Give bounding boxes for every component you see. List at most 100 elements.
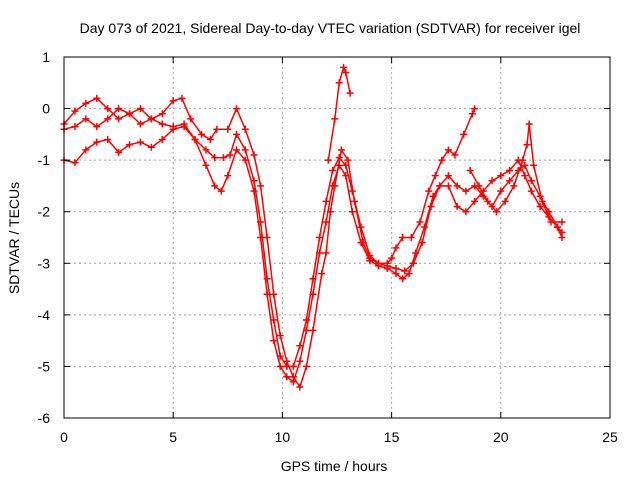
data-point	[191, 136, 199, 144]
data-point	[558, 218, 566, 226]
data-point	[418, 239, 426, 247]
data-point	[82, 146, 90, 154]
data-point	[525, 120, 533, 128]
data-point	[283, 373, 291, 381]
data-point	[224, 172, 232, 180]
data-point	[475, 182, 483, 190]
axis-ticks	[63, 56, 611, 419]
data-point	[178, 94, 186, 102]
data-point	[257, 182, 265, 190]
data-point	[460, 130, 468, 138]
data-point	[392, 264, 400, 272]
x-tick-label: 15	[384, 429, 400, 445]
data-point	[547, 218, 555, 226]
data-point	[538, 197, 546, 205]
data-point	[527, 177, 535, 185]
data-point	[335, 154, 343, 162]
data-point	[521, 161, 529, 169]
data-point	[462, 187, 470, 195]
data-point	[233, 105, 241, 113]
data-point	[276, 362, 284, 370]
data-point	[444, 182, 452, 190]
y-tick-label: -1	[38, 152, 51, 168]
data-point	[270, 316, 278, 324]
y-tick-label: -5	[38, 358, 51, 374]
data-point	[453, 182, 461, 190]
data-point	[276, 352, 284, 360]
data-point	[302, 316, 310, 324]
data-point	[224, 125, 232, 133]
data-point	[407, 234, 415, 241]
data-point	[416, 218, 424, 226]
data-point	[250, 151, 258, 159]
data-point	[115, 148, 123, 156]
plot-frame	[63, 56, 611, 419]
data-point	[451, 151, 459, 159]
gridlines	[64, 57, 610, 418]
data-point	[82, 115, 90, 123]
data-point	[438, 156, 446, 164]
data-point	[399, 275, 407, 283]
data-point	[82, 99, 90, 107]
data-point	[158, 120, 166, 128]
data-point	[250, 177, 258, 185]
data-point	[405, 270, 413, 278]
data-point	[104, 115, 112, 123]
data-point	[289, 378, 297, 386]
data-point	[126, 110, 134, 118]
data-point	[337, 146, 345, 154]
y-tick-label: 1	[42, 49, 50, 65]
data-point	[257, 218, 265, 226]
data-point	[401, 267, 409, 275]
y-tick-label: -6	[38, 410, 51, 426]
data-point	[136, 120, 144, 128]
data-point	[217, 187, 225, 195]
data-point	[536, 203, 544, 211]
data-point	[497, 187, 505, 195]
data-point	[71, 159, 79, 167]
data-point	[444, 146, 452, 154]
data-point	[436, 182, 444, 190]
data-point	[521, 172, 529, 180]
data-point	[331, 115, 339, 123]
data-point	[136, 138, 144, 146]
data-point	[346, 89, 354, 97]
series-track-4	[466, 120, 566, 226]
data-point	[147, 115, 155, 123]
data-point	[471, 197, 479, 205]
data-point	[158, 110, 166, 118]
data-point	[147, 143, 155, 151]
y-tick-labels: 1 0 -1 -2 -3 -4 -5 -6	[38, 49, 51, 426]
y-tick-label: 0	[42, 101, 50, 117]
data-point	[335, 161, 343, 169]
data-point	[468, 110, 476, 118]
data-point	[399, 234, 407, 241]
data-point	[342, 161, 350, 169]
data-point	[497, 172, 505, 180]
chart-title: Day 073 of 2021, Sidereal Day-to-day VTE…	[80, 20, 581, 36]
data-point	[309, 326, 317, 334]
data-point	[453, 203, 461, 211]
data-point	[202, 146, 210, 154]
data-point	[527, 187, 535, 195]
data-point	[335, 79, 343, 87]
data-point	[289, 362, 297, 370]
data-point	[169, 125, 177, 133]
data-point	[226, 151, 234, 159]
y-tick-label: -4	[38, 307, 51, 323]
data-point	[492, 208, 500, 216]
data-point	[466, 166, 474, 174]
data-series	[60, 63, 566, 391]
data-point	[340, 63, 348, 71]
data-point	[523, 141, 531, 149]
data-point	[348, 187, 356, 195]
data-point	[357, 223, 365, 231]
data-point	[357, 239, 365, 247]
data-point	[213, 125, 221, 133]
data-point	[93, 123, 101, 131]
data-point	[506, 166, 514, 174]
data-point	[348, 208, 356, 216]
data-point	[488, 177, 496, 185]
data-point	[383, 262, 391, 270]
